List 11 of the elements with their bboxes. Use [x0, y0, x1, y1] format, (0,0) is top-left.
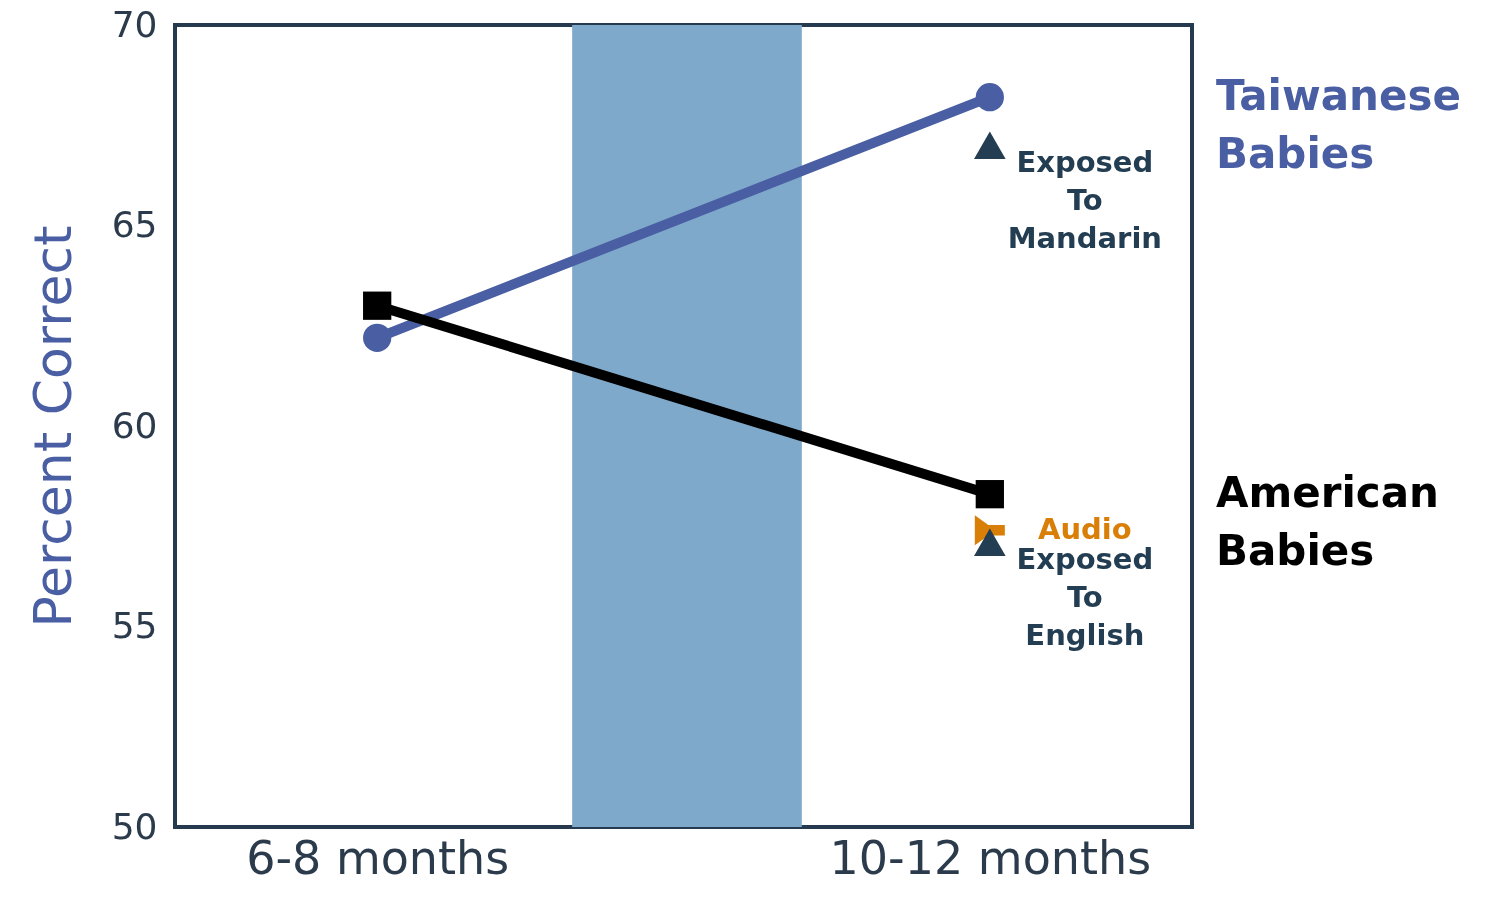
y-tick-label: 60 [111, 404, 158, 446]
y-axis-title: Percent Correct [22, 225, 83, 628]
text: Taiwanese Babies [1216, 71, 1461, 179]
y-tick-label: 65 [111, 204, 158, 245]
series-label: Exposed To Mandarin [1007, 145, 1162, 256]
y-tick-label: 70 [111, 3, 158, 45]
x-tick-label: 6-8 months [246, 830, 510, 885]
y-tick-label: 55 [111, 605, 158, 646]
text: American Babies [1216, 468, 1440, 576]
x-tick-label: 10-12 months [829, 830, 1152, 885]
y-tick-label: 50 [111, 805, 158, 847]
